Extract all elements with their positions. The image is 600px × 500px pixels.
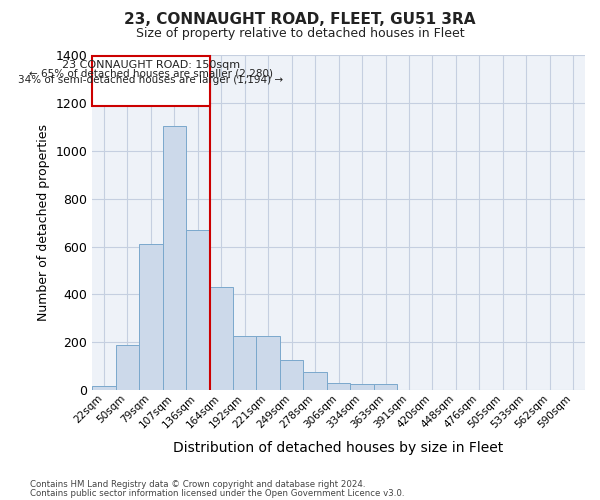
Bar bbox=[209, 288, 233, 391]
Text: 23 CONNAUGHT ROAD: 150sqm: 23 CONNAUGHT ROAD: 150sqm bbox=[62, 60, 240, 70]
X-axis label: Distribution of detached houses by size in Fleet: Distribution of detached houses by size … bbox=[173, 441, 504, 455]
Text: 23, CONNAUGHT ROAD, FLEET, GU51 3RA: 23, CONNAUGHT ROAD, FLEET, GU51 3RA bbox=[124, 12, 476, 28]
Text: Contains public sector information licensed under the Open Government Licence v3: Contains public sector information licen… bbox=[30, 488, 404, 498]
Bar bbox=[116, 345, 139, 391]
Bar bbox=[280, 360, 304, 390]
Bar bbox=[139, 244, 163, 390]
Bar bbox=[327, 383, 350, 390]
Bar bbox=[92, 386, 116, 390]
Text: Size of property relative to detached houses in Fleet: Size of property relative to detached ho… bbox=[136, 28, 464, 40]
Text: Contains HM Land Registry data © Crown copyright and database right 2024.: Contains HM Land Registry data © Crown c… bbox=[30, 480, 365, 489]
Bar bbox=[350, 384, 374, 390]
Y-axis label: Number of detached properties: Number of detached properties bbox=[37, 124, 50, 321]
Text: ← 65% of detached houses are smaller (2,280): ← 65% of detached houses are smaller (2,… bbox=[29, 68, 273, 78]
Bar bbox=[186, 230, 209, 390]
Bar bbox=[163, 126, 186, 390]
Bar bbox=[374, 384, 397, 390]
Bar bbox=[256, 336, 280, 390]
Text: 34% of semi-detached houses are larger (1,194) →: 34% of semi-detached houses are larger (… bbox=[19, 76, 283, 86]
Bar bbox=[304, 372, 327, 390]
FancyBboxPatch shape bbox=[92, 56, 209, 106]
Bar bbox=[233, 336, 256, 390]
